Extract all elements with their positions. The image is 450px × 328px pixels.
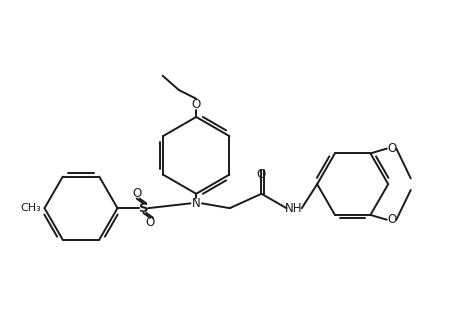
- Text: NH: NH: [285, 202, 303, 215]
- Text: O: O: [257, 168, 266, 181]
- Text: S: S: [139, 202, 148, 215]
- Text: O: O: [192, 98, 201, 111]
- Text: O: O: [132, 187, 141, 200]
- Text: N: N: [192, 197, 201, 210]
- Text: O: O: [387, 142, 396, 155]
- Text: O: O: [145, 216, 155, 229]
- Text: O: O: [387, 213, 396, 226]
- Text: CH₃: CH₃: [20, 203, 40, 213]
